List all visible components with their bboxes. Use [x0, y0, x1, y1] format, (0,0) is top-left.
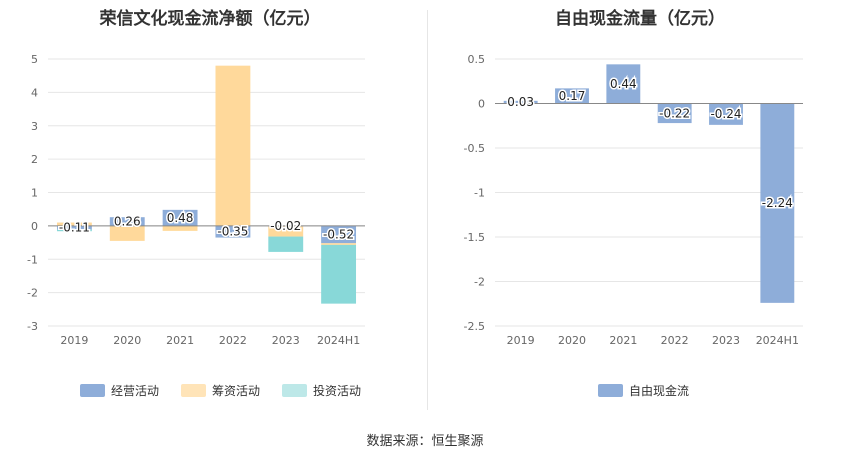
y-tick-label: -2 [27, 287, 38, 300]
legend-swatch-free-cash-flow [598, 384, 623, 397]
bar-operating [56, 225, 92, 230]
bar-financing [268, 226, 304, 237]
data-label: -0.35 [217, 225, 248, 239]
bar-free_cash_flow [503, 100, 538, 104]
data-label: 0.03 [507, 95, 534, 109]
bar-free_cash_flow [555, 88, 589, 104]
y-tick-label: 1 [31, 187, 38, 200]
legend-item-financing[interactable]: 筹资活动 [181, 382, 260, 399]
data-label: -0.11 [59, 221, 90, 235]
bar-free_cash_flow [657, 103, 692, 124]
chart-divider [427, 10, 428, 410]
legend-swatch-operating [80, 384, 105, 397]
data-label: -0.52 [323, 228, 354, 242]
x-tick-label: 2019 [60, 334, 88, 347]
left-legend: 经营活动 筹资活动 投资活动 [80, 382, 361, 399]
y-tick-label: -3 [27, 320, 38, 333]
y-tick-label: -0.5 [464, 142, 485, 155]
left-chart-title: 荣信文化现金流净额（亿元） [99, 9, 321, 29]
bar-operating [321, 225, 357, 244]
data-label: 0.26 [114, 215, 141, 229]
x-tick-label: 2024H1 [317, 334, 360, 347]
right-legend: 自由现金流 [598, 382, 689, 399]
legend-item-investing[interactable]: 投资活动 [282, 382, 361, 399]
bar-free_cash_flow [760, 103, 795, 303]
data-label: -2.24 [762, 196, 793, 210]
legend-item-free-cash-flow[interactable]: 自由现金流 [598, 382, 689, 399]
bar-investing [268, 236, 304, 252]
bar-financing [109, 225, 145, 241]
legend-swatch-financing [181, 384, 207, 397]
data-label: 0.48 [167, 211, 194, 225]
x-tick-label: 2021 [166, 334, 194, 347]
legend-label-free-cash-flow: 自由现金流 [629, 384, 690, 398]
x-tick-label: 2024H1 [756, 334, 799, 347]
y-tick-label: -1 [474, 187, 485, 200]
bar-operating [215, 225, 251, 238]
legend-label-operating: 经营活动 [111, 384, 160, 398]
y-tick-label: 0 [31, 220, 38, 233]
y-tick-label: 4 [31, 86, 38, 99]
y-tick-label: 3 [31, 120, 38, 133]
data-label: -0.02 [270, 219, 301, 233]
bar-investing [56, 229, 92, 232]
bar-free_cash_flow [709, 103, 743, 125]
legend-item-operating[interactable]: 经营活动 [80, 382, 159, 399]
y-tick-label: -2.5 [464, 320, 485, 333]
y-tick-label: 0 [478, 98, 485, 111]
data-label: 0.44 [610, 77, 637, 91]
legend-label-investing: 投资活动 [313, 384, 362, 398]
x-tick-label: 2020 [113, 334, 141, 347]
left-chart: 5 4 3 2 1 0 -1 -2 -3 2019 2020 2021 2022 2023 2024H1 -0… [27, 53, 365, 347]
right-chart-title: 自由现金流量（亿元） [555, 9, 725, 29]
bar-financing [162, 225, 198, 231]
legend-label-financing: 筹资活动 [212, 384, 261, 398]
bar-free_cash_flow [606, 64, 641, 104]
x-tick-label: 2023 [272, 334, 300, 347]
legend-swatch-investing [282, 384, 308, 397]
right-chart: 0.5 0 -0.5 -1 -1.5 -2 -2.5 2019 2020 2021 2022 2023… [464, 53, 803, 347]
y-tick-label: -2 [474, 276, 485, 289]
bar-financing [56, 222, 92, 226]
data-label: -0.24 [710, 107, 741, 121]
bar-operating [109, 217, 145, 226]
x-tick-label: 2022 [219, 334, 247, 347]
x-tick-label: 2019 [507, 334, 535, 347]
y-tick-label: 2 [31, 153, 38, 166]
bar-investing [321, 244, 357, 304]
bar-financing [321, 243, 357, 245]
x-tick-label: 2022 [661, 334, 689, 347]
y-tick-label: -1.5 [464, 231, 485, 244]
y-tick-label: 5 [31, 53, 38, 66]
x-tick-label: 2020 [558, 334, 586, 347]
x-tick-label: 2023 [712, 334, 740, 347]
x-tick-label: 2021 [609, 334, 637, 347]
y-tick-label: -1 [27, 253, 38, 266]
y-tick-label: 0.5 [468, 53, 486, 66]
data-label: 0.17 [559, 89, 586, 103]
source-note: 数据来源：恒生聚源 [366, 434, 484, 449]
bar-operating [162, 209, 198, 226]
bar-financing [215, 65, 251, 226]
data-label: -0.22 [659, 106, 690, 120]
